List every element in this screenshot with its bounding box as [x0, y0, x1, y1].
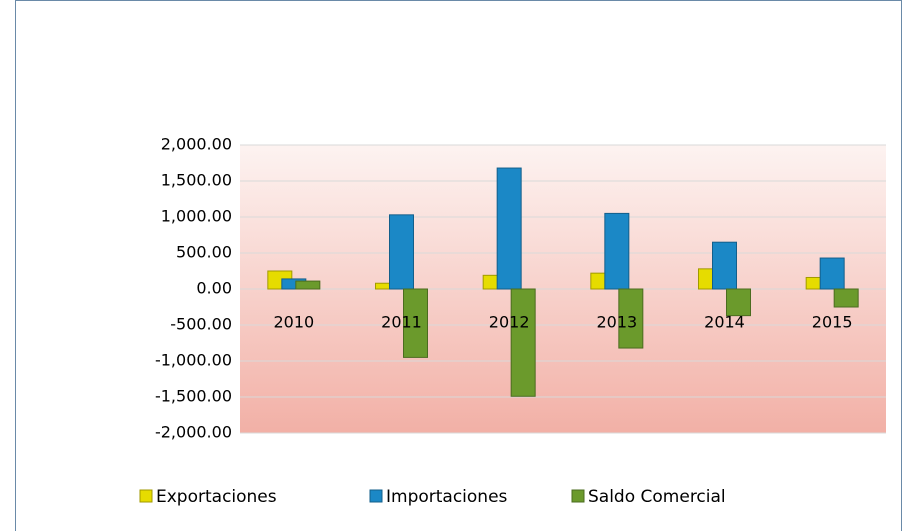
- legend-marker: [369, 489, 383, 503]
- y-tick-label: 2,000.00: [161, 135, 232, 154]
- y-tick-label: -1,000.00: [155, 351, 232, 370]
- y-tick-label: -500.00: [170, 315, 232, 334]
- bar: [389, 214, 414, 290]
- x-tick-label: 2011: [381, 313, 422, 332]
- bar: [295, 280, 321, 290]
- bar: [604, 212, 630, 290]
- bar: [819, 257, 845, 290]
- legend-label: Exportaciones: [156, 487, 277, 507]
- y-tick-label: 1,000.00: [161, 207, 232, 226]
- x-tick-label: 2012: [489, 313, 530, 332]
- x-tick-label: 2013: [596, 313, 637, 332]
- y-tick-label: 1,500.00: [161, 171, 232, 190]
- bar: [726, 288, 751, 317]
- x-tick-label: 2010: [273, 313, 314, 332]
- bar: [833, 288, 859, 308]
- bar: [496, 167, 522, 290]
- y-tick-label: -2,000.00: [155, 423, 232, 442]
- y-tick-label: 0.00: [196, 279, 232, 298]
- y-tick-label: -1,500.00: [155, 387, 232, 406]
- legend-label: Saldo Comercial: [588, 487, 726, 507]
- legend-marker: [139, 489, 153, 503]
- x-tick-label: 2014: [704, 313, 745, 332]
- bar: [712, 241, 737, 290]
- x-tick-label: 2015: [812, 313, 853, 332]
- bar: [403, 288, 428, 358]
- bar: [618, 288, 644, 349]
- legend-marker: [571, 489, 585, 503]
- y-tick-label: 500.00: [176, 243, 232, 262]
- bar: [510, 288, 536, 397]
- legend-label: Importaciones: [386, 487, 508, 507]
